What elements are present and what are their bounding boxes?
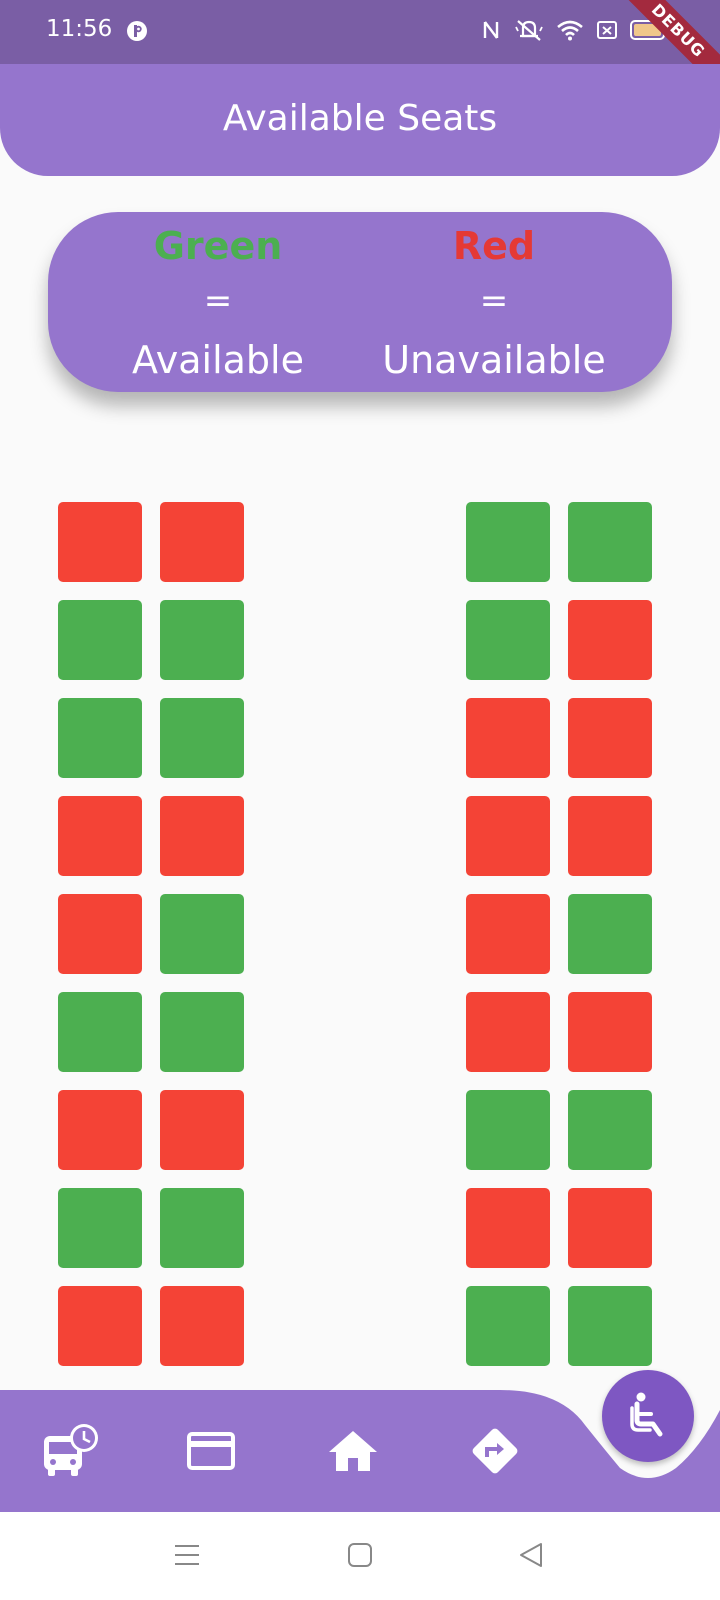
seat-5-2-available[interactable] [160,894,244,974]
legend-unavailable-meaning: Unavailable [382,338,606,382]
seat-1-2-unavailable[interactable] [160,502,244,582]
card-icon [186,1431,236,1475]
seat-9-2-unavailable[interactable] [160,1286,244,1366]
seat-7-4-available[interactable] [568,1090,652,1170]
nav-bus-schedule[interactable] [36,1418,106,1488]
system-nav-bar [0,1512,720,1600]
seat-1-4-available[interactable] [568,502,652,582]
wifi-icon [556,19,584,41]
seat-8-3-unavailable[interactable] [466,1188,550,1268]
seat-4-2-unavailable[interactable] [160,796,244,876]
system-home-button[interactable] [343,1540,377,1574]
nav-directions[interactable] [460,1418,530,1488]
seat-6-1-available[interactable] [58,992,142,1072]
page-title: Available Seats [222,98,498,139]
seat-3-3-unavailable[interactable] [466,698,550,778]
seat-9-4-available[interactable] [568,1286,652,1366]
seat-9-1-unavailable[interactable] [58,1286,142,1366]
legend-available-meaning: Available [131,338,304,382]
legend-available-equals: = [203,281,233,321]
directions-icon [469,1425,521,1481]
seat-4-1-unavailable[interactable] [58,796,142,876]
nfc-icon [482,19,502,41]
seat-5-1-unavailable[interactable] [58,894,142,974]
seat-1-3-available[interactable] [466,502,550,582]
seat-6-3-unavailable[interactable] [466,992,550,1072]
nav-payment[interactable] [176,1418,246,1488]
seat-7-2-unavailable[interactable] [160,1090,244,1170]
seat-4-4-unavailable[interactable] [568,796,652,876]
seat-3-2-available[interactable] [160,698,244,778]
back-triangle-icon [518,1542,544,1572]
menu-icon [174,1543,200,1571]
bus-schedule-icon [40,1422,102,1484]
seat-2-1-available[interactable] [58,600,142,680]
legend-available: Green = Available [78,220,358,390]
home-icon [327,1428,379,1478]
seat-2-2-available[interactable] [160,600,244,680]
seat-7-1-unavailable[interactable] [58,1090,142,1170]
seat-1-1-unavailable[interactable] [58,502,142,582]
seat-fab-button[interactable] [602,1370,694,1462]
seat-grid [58,502,662,1382]
seat-5-4-available[interactable] [568,894,652,974]
legend-card: Green = Available Red = Unavailable [48,212,672,392]
app-bar: Available Seats [0,64,720,176]
seat-7-3-available[interactable] [466,1090,550,1170]
seat-5-3-unavailable[interactable] [466,894,550,974]
system-back-button[interactable] [514,1540,548,1574]
legend-unavailable: Red = Unavailable [354,220,634,390]
nav-home[interactable] [318,1418,388,1488]
seat-2-4-unavailable[interactable] [568,600,652,680]
home-square-icon [347,1542,373,1572]
seat-2-3-available[interactable] [466,600,550,680]
legend-unavailable-color-word: Red [452,224,536,268]
legend-unavailable-equals: = [479,281,509,321]
seat-4-3-unavailable[interactable] [466,796,550,876]
seat-icon [624,1390,672,1442]
status-time: 11:56 [46,16,113,42]
seat-8-2-available[interactable] [160,1188,244,1268]
seat-3-4-unavailable[interactable] [568,698,652,778]
sim-x-icon [596,19,618,41]
app-p-icon [126,20,148,42]
seat-6-4-unavailable[interactable] [568,992,652,1072]
seat-9-3-available[interactable] [466,1286,550,1366]
system-menu-button[interactable] [170,1540,204,1574]
mute-icon [514,18,544,42]
seat-3-1-available[interactable] [58,698,142,778]
seat-8-4-unavailable[interactable] [568,1188,652,1268]
seat-8-1-available[interactable] [58,1188,142,1268]
legend-available-color-word: Green [153,224,283,268]
bottom-nav-bar [0,1390,720,1512]
seat-6-2-available[interactable] [160,992,244,1072]
status-bar: 11:56 [0,0,720,104]
